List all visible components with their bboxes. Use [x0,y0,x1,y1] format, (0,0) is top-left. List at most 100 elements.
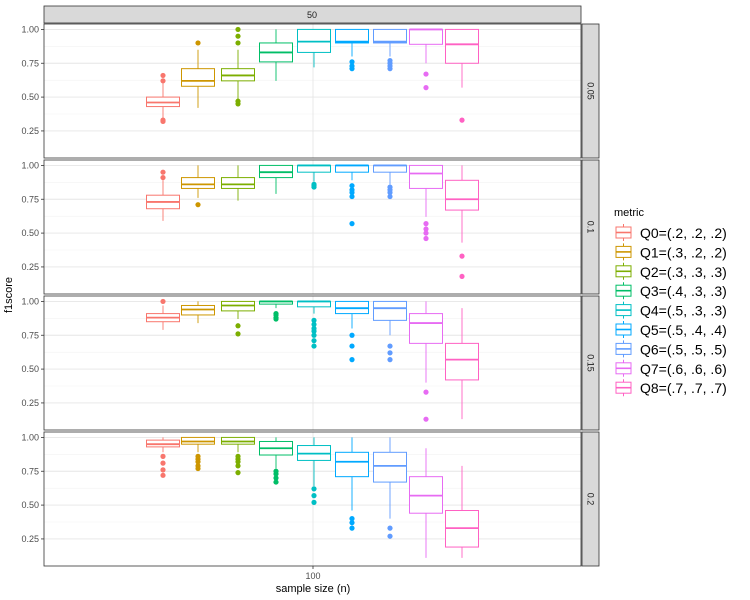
panel-border [43,431,582,567]
y-tick-label: 1.00 [21,432,39,442]
y-tick-label: 0.50 [21,228,39,238]
y-tick-label: 0.25 [21,126,39,136]
outlier-point [235,33,241,39]
outlier-point [235,323,241,329]
outlier-point [423,389,429,395]
outlier-point [423,416,429,422]
outlier-point [423,230,429,236]
outlier-point [459,117,465,123]
y-tick-label: 0.50 [21,92,39,102]
box-q3 [259,29,293,81]
box-q6 [373,437,407,539]
outlier-point [387,357,393,363]
outlier-point [160,467,166,473]
outlier-point [160,117,166,123]
outlier-point [423,221,429,227]
row-strip-label: 0.15 [586,354,596,372]
box-q7 [409,164,443,242]
legend: metric Q0=(.2, .2, .2) Q1=(.3, .2, .2) Q2=… [614,207,727,398]
box-iqr [297,164,331,173]
legend-label: Q0=(.2, .2, .2) [640,225,727,241]
box-iqr [181,68,215,87]
y-tick-label: 1.00 [21,296,39,306]
outlier-point [235,98,241,104]
box-q1 [181,436,215,472]
box-q7 [409,28,443,91]
row-strip-label: 0.2 [586,493,596,506]
box-q4 [297,164,331,190]
legend-label: Q4=(.5, .3, .3) [640,303,727,319]
legend-item: Q0=(.2, .2, .2) [614,223,727,242]
outlier-point [311,325,317,332]
box-q4 [297,300,331,349]
box-q1 [181,301,215,324]
outlier-point [349,343,355,349]
box-iqr [445,179,479,211]
outlier-point [387,193,393,200]
outlier-point [195,40,201,46]
box-iqr [409,164,443,189]
box-q8 [445,308,479,420]
outlier-point [423,235,429,242]
outlier-point [423,226,429,232]
outlier-point [160,174,166,181]
box-q0 [146,72,180,125]
outlier-point [387,350,393,356]
box-iqr [445,28,479,64]
legend-item: Q5=(.5, .4, .4) [614,320,727,339]
box-iqr [409,313,443,344]
outlier-point [273,479,279,485]
legend-item: Q3=(.4, .3, .3) [614,281,727,301]
outlier-point [273,468,279,474]
outlier-point [349,525,355,531]
panel-background [44,296,581,430]
box-q4 [297,437,331,505]
box-q1 [181,40,215,108]
outlier-point [235,453,241,459]
legend-item: Q8=(.7, .7, .7) [614,378,727,398]
y-tick-label: 0.25 [21,534,39,544]
y-tick-label: 0.25 [21,262,39,272]
y-tick-label: 1.00 [21,160,39,170]
x-axis-title: sample size (n) [276,583,351,595]
box-q8 [445,28,479,123]
legend-label: Q7=(.6, .6, .6) [640,361,727,377]
box-q8 [445,165,479,280]
outlier-point [349,187,355,193]
row-strip [581,295,600,431]
outlier-point [273,310,279,317]
y-tick-label: 0.75 [21,194,39,204]
box-q7 [409,448,443,558]
facet-panel: 0.25 0.50 0.75 1.00 0.2 [21,431,600,567]
outlier-point [387,184,393,190]
outlier-point [195,453,201,459]
outlier-point [160,72,166,79]
y-tick-label: 0.75 [21,58,39,68]
y-axis-title: f1score [3,277,15,313]
outlier-point [160,472,166,478]
box-q5 [335,300,369,363]
box-iqr [181,177,215,189]
box-q2 [221,26,255,107]
box-q7 [409,301,443,422]
row-strip-label: 0.1 [586,221,596,234]
outlier-point [195,463,201,469]
outlier-point [311,343,317,349]
outlier-point [349,221,355,227]
legend-label: Q2=(.3, .3, .3) [640,264,727,280]
box-q4 [297,28,331,68]
facet-panel: 0.25 0.50 0.75 1.00 0.1 [21,159,600,295]
y-tick-label: 0.25 [21,398,39,408]
legend-item: Q6=(.5, .5, .5) [614,339,727,359]
box-q0 [146,298,180,330]
outlier-point [349,332,355,338]
box-iqr [335,164,369,173]
facet-panel: 0.25 0.50 0.75 1.00 0.15 [21,295,600,431]
box-q8 [445,465,479,558]
panel-border [43,295,582,431]
row-strip-label: 0.05 [586,82,596,100]
box-iqr [221,177,255,189]
box-q3 [259,300,293,322]
outlier-point [235,40,241,46]
